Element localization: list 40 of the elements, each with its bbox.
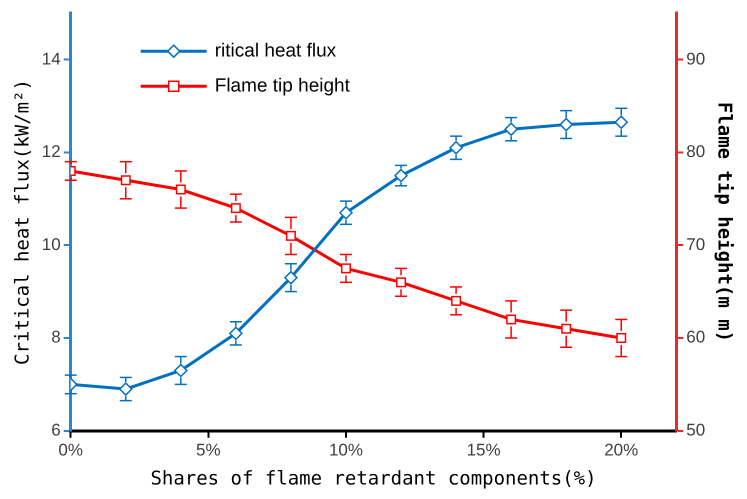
y-tick-label: 10 bbox=[42, 234, 61, 254]
y-tick-label: 14 bbox=[42, 49, 61, 68]
x-tick-label: 10% bbox=[328, 440, 363, 460]
x-tick-label: 5% bbox=[196, 440, 221, 460]
point bbox=[394, 168, 408, 182]
point bbox=[286, 230, 296, 241]
point bbox=[339, 206, 353, 220]
point bbox=[561, 324, 572, 334]
point bbox=[449, 141, 463, 155]
x-axis-title: Shares of flame retardant components(%) bbox=[150, 468, 597, 490]
point bbox=[229, 326, 243, 340]
y2-tick-label: 80 bbox=[686, 142, 706, 162]
point bbox=[614, 115, 628, 129]
x-tick-label: 0% bbox=[58, 440, 83, 460]
y-tick-label: 8 bbox=[51, 328, 61, 347]
legend-label: Flame tip height bbox=[214, 75, 351, 96]
point bbox=[504, 122, 518, 136]
point bbox=[559, 118, 573, 132]
y2-tick-label: 60 bbox=[686, 328, 706, 347]
point bbox=[176, 184, 186, 195]
point bbox=[396, 277, 406, 288]
y2-tick-label: 50 bbox=[686, 420, 706, 440]
point bbox=[120, 175, 131, 186]
x-tick-label: 15% bbox=[466, 440, 501, 460]
x-tick-label: 20% bbox=[604, 440, 638, 460]
y-tick-label: 6 bbox=[51, 420, 61, 440]
legend-label: ritical heat flux bbox=[214, 40, 337, 62]
point bbox=[284, 270, 298, 284]
point bbox=[119, 382, 133, 396]
point bbox=[230, 203, 241, 214]
point bbox=[174, 364, 188, 378]
point bbox=[340, 263, 351, 274]
point bbox=[451, 296, 462, 306]
point bbox=[616, 333, 626, 343]
point bbox=[506, 314, 516, 324]
y2-tick-label: 70 bbox=[686, 234, 706, 254]
y2-tick-label: 90 bbox=[686, 49, 706, 68]
y2-axis-title: Flame tip height(m m) bbox=[714, 102, 736, 342]
y-tick-label: 12 bbox=[42, 142, 61, 162]
y-axis-title: Critical heat flux(kW/m²) bbox=[11, 79, 34, 365]
